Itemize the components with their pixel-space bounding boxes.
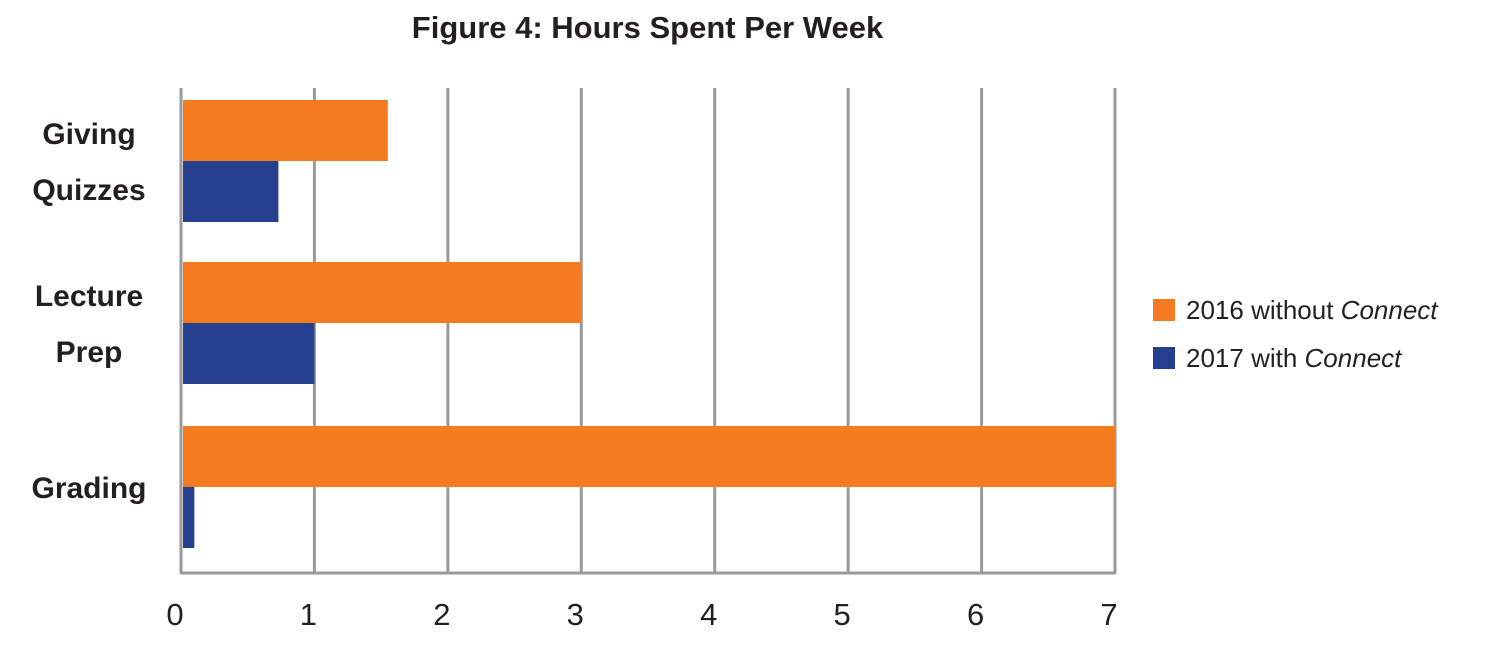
category-label: Lecture: [35, 280, 143, 313]
category-label: Quizzes: [32, 174, 145, 207]
category-label: Giving: [42, 118, 135, 151]
x-tick-label: 1: [300, 597, 317, 632]
bar-2017-2: [183, 487, 195, 548]
axes: [179, 88, 1116, 575]
category-label: Prep: [56, 336, 123, 369]
x-tick-label: 7: [1100, 597, 1117, 632]
legend-item: 2016 without Connect: [1153, 286, 1438, 334]
bars: [183, 100, 1115, 548]
legend-swatch: [1153, 299, 1175, 321]
x-tick-label: 4: [700, 597, 717, 632]
x-tick-label: 5: [834, 597, 851, 632]
bar-2016-2: [183, 426, 1115, 487]
category-label: Grading: [31, 472, 146, 505]
bar-2017-0: [183, 161, 279, 222]
x-tick-label: 2: [433, 597, 450, 632]
bar-2017-1: [183, 323, 315, 384]
legend: 2016 without Connect 2017 with Connect: [1153, 286, 1438, 382]
legend-item: 2017 with Connect: [1153, 334, 1438, 382]
legend-label: 2016 without Connect: [1186, 294, 1438, 325]
x-tick-label: 6: [967, 597, 984, 632]
category-labels: Giving Quizzes Lecture Prep Grading: [31, 118, 146, 505]
x-tick-label: 3: [567, 597, 584, 632]
legend-label: 2017 with Connect: [1186, 342, 1402, 373]
gridlines: [312, 88, 1117, 573]
chart-title: Figure 4: Hours Spent Per Week: [411, 10, 884, 45]
legend-swatch: [1153, 347, 1175, 369]
bar-2016-0: [183, 100, 388, 161]
bar-2016-1: [183, 262, 582, 323]
x-tick-labels: 0 1 2 3 4 5 6 7: [166, 597, 1117, 632]
x-tick-label: 0: [166, 597, 183, 632]
